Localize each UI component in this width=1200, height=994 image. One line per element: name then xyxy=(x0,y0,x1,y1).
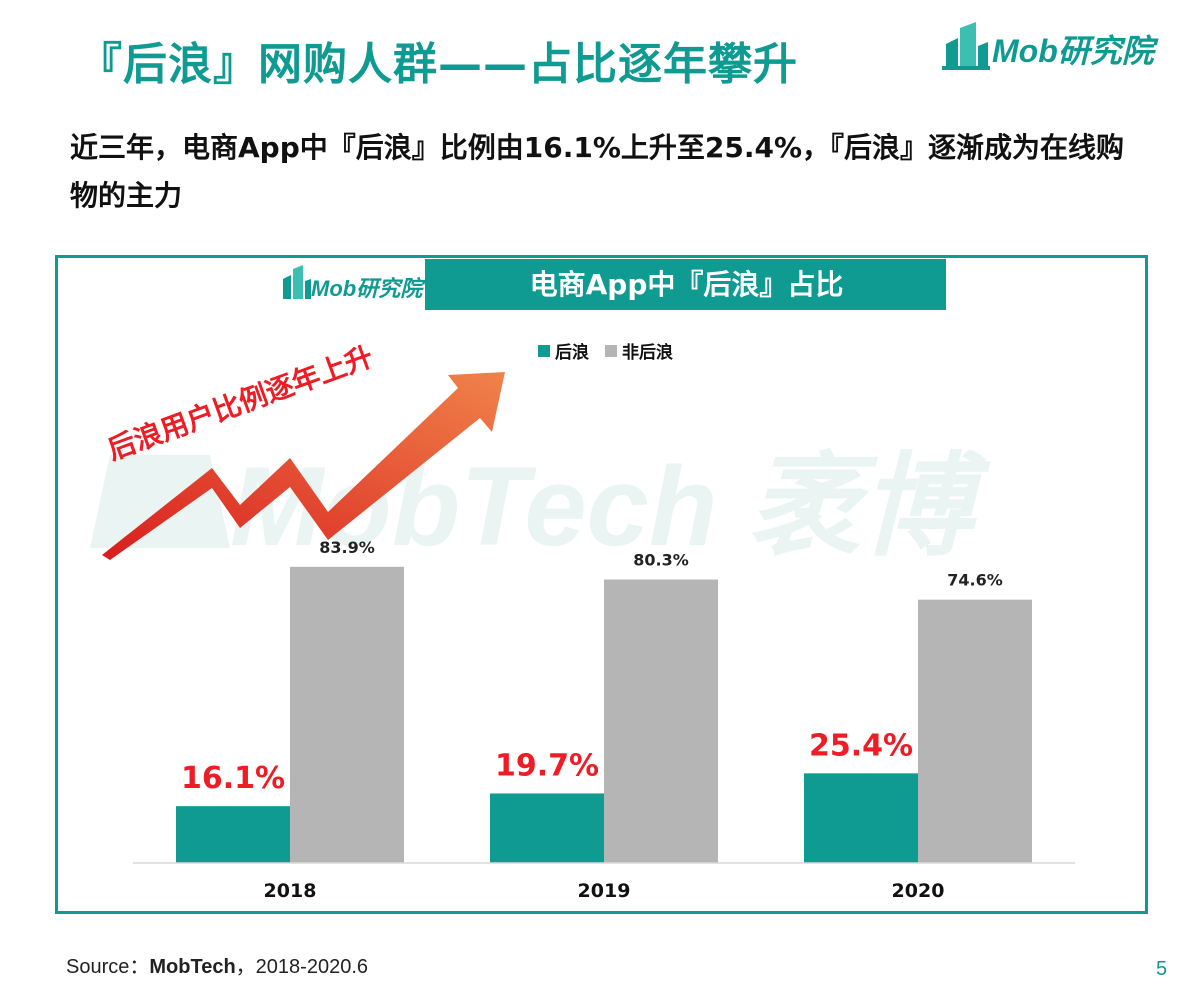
arrow-shape xyxy=(102,372,505,560)
source-name: MobTech xyxy=(149,956,236,978)
bar-后浪-2019 xyxy=(490,793,604,863)
chart-header-logo: Mob研究院 xyxy=(277,259,425,310)
logo-text: Mob研究院 xyxy=(992,33,1154,69)
data-label-后浪-2020: 25.4% xyxy=(809,728,913,763)
data-label-非后浪-2018: 83.9% xyxy=(319,538,375,557)
bars: 16.1% 83.9% 19.7% 80.3% 25.4% 74.6% xyxy=(176,538,1032,863)
bar-非后浪-2019 xyxy=(604,579,718,863)
data-label-非后浪-2019: 80.3% xyxy=(633,551,689,570)
legend-swatch-非后浪 xyxy=(605,345,617,357)
data-label-非后浪-2020: 74.6% xyxy=(947,571,1003,590)
source-prefix: Source： xyxy=(66,956,150,978)
legend-swatch-后浪 xyxy=(538,345,550,357)
chart-frame xyxy=(55,255,1148,914)
bar-后浪-2020 xyxy=(804,773,918,863)
x-tick-label-2019: 2019 xyxy=(578,880,631,902)
building-icon xyxy=(283,265,311,299)
chart-header-logo-text: Mob研究院 xyxy=(311,276,423,301)
source-note: Source：MobTech，2018-2020.6 xyxy=(66,950,368,979)
source-suffix: ，2018-2020.6 xyxy=(235,956,368,978)
page-number: 5 xyxy=(1156,958,1168,980)
data-label-后浪-2018: 16.1% xyxy=(181,761,285,796)
mob-logo: Mob研究院 xyxy=(942,22,1172,74)
bar-后浪-2018 xyxy=(176,806,290,863)
x-tick-label-2020: 2020 xyxy=(892,880,945,902)
chart-title: 电商App中『后浪』占比 xyxy=(529,268,844,301)
page-title: 『后浪』网购人群——占比逐年攀升 xyxy=(78,39,798,90)
subtitle: 近三年，电商App中『后浪』比例由16.1%上升至25.4%，『后浪』逐渐成为在… xyxy=(70,131,1125,212)
legend-label-后浪: 后浪 xyxy=(555,342,589,363)
chart-header: Mob研究院 电商App中『后浪』占比 xyxy=(277,259,946,310)
x-tick-label-2018: 2018 xyxy=(264,880,317,902)
x-tick-labels: 2018 2019 2020 xyxy=(264,880,945,902)
bar-非后浪-2020 xyxy=(918,599,1032,863)
building-icon xyxy=(942,22,990,70)
chart-legend: 后浪 非后浪 xyxy=(538,342,673,363)
legend-label-非后浪: 非后浪 xyxy=(622,342,673,363)
data-label-后浪-2019: 19.7% xyxy=(495,748,599,783)
bar-非后浪-2018 xyxy=(290,566,404,863)
watermark-mark xyxy=(90,455,230,548)
